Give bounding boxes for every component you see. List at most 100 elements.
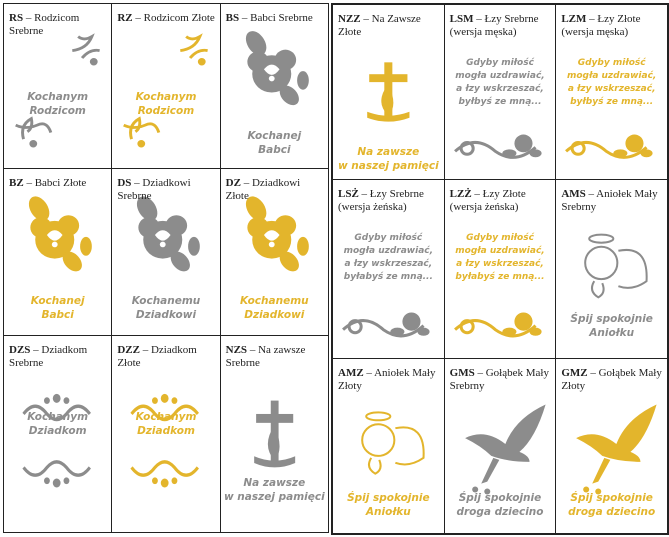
product-name: – Dziadkom Srebrne — [9, 344, 88, 369]
product-title: LSM – Łzy Srebrne (wersja męska) — [450, 13, 553, 39]
product-title: GMZ – Gołąbek Mały Złoty — [561, 367, 664, 393]
inscription-line: Rodzicom — [29, 105, 86, 117]
inscription-line: droga dziecino — [568, 506, 656, 518]
product-name: – Gołąbek Mały Srebrny — [449, 367, 549, 392]
product-code: DS — [117, 177, 132, 189]
product-name: – Aniołek Mały Złoty — [338, 367, 436, 392]
inscription-line: Kochanym — [135, 91, 197, 103]
inscription-line: Dziadkowi — [135, 309, 197, 321]
product-code: DZS — [9, 344, 31, 356]
product-card: DS – Dziadkowi Srebrne Kochanemu Dziadkowi — [112, 169, 220, 335]
inscription-line: a łzy wskrzeszać, — [344, 259, 433, 269]
product-title: BS – Babci Srebrne — [226, 12, 325, 25]
product-code: AMS — [561, 188, 586, 200]
product-code: NZS — [225, 344, 248, 356]
inscription: Kochanym Dziadkom — [112, 410, 219, 438]
ornament — [253, 400, 295, 468]
product-card: LZŻ – Łzy Złote (wersja żeńska) Gdyby mił… — [444, 180, 556, 358]
product-title: AMZ – Aniołek Mały Złoty — [338, 367, 441, 393]
inscription-line: mogła uzdrawiać, — [566, 71, 657, 81]
product-title: DS – Dziadkowi Srebrne — [117, 177, 216, 203]
product-card: BS – Babci Srebrne Kochanej Babci — [220, 4, 328, 168]
product-title: GMS – Gołąbek Mały Srebrny — [450, 367, 553, 393]
product-code: AMZ — [338, 367, 364, 379]
inscription-line: Na zawsze — [357, 146, 420, 158]
inscription-line: Dziadkom — [28, 425, 87, 437]
inscription-line: Kochanym — [27, 91, 89, 103]
product-code: LZM — [561, 13, 587, 25]
inscription: Kochanym Rodzicom — [4, 90, 111, 118]
ornament — [130, 393, 200, 488]
inscription-line: Rodzicom — [137, 105, 195, 117]
product-card: LSŻ – Łzy Srebrne (wersja żeńska) Gdyby m… — [333, 180, 444, 358]
inscription-line: Śpij spokojnie — [458, 492, 542, 504]
product-code: GMS — [449, 367, 475, 379]
inscription: Gdyby miłość mogła uzdrawiać, a łzy wskrze… — [445, 57, 556, 109]
product-name: – Rodzicom Srebrne — [9, 12, 80, 37]
product-name: – Na Zawsze Złote — [338, 13, 421, 38]
product-code: LSM — [449, 13, 474, 25]
ornament — [123, 33, 209, 148]
inscription-line: Babci — [258, 144, 291, 156]
inscription: Kochanemu Dziadkowi — [221, 294, 328, 322]
product-code: LSŻ — [338, 188, 359, 200]
product-title: RS – Rodzicom Srebrne — [9, 12, 108, 38]
product-title: DZZ – Dziadkom Złote — [117, 344, 216, 370]
inscription-line: Gdyby miłość — [466, 233, 534, 243]
inscription-line: byłabyś ze mną... — [343, 272, 433, 282]
ornament — [137, 196, 201, 272]
product-code: BZ — [9, 177, 24, 189]
inscription-line: Kochanym — [27, 411, 89, 423]
product-card: RS – Rodzicom Srebrne Kochanym Rodzicom — [4, 4, 112, 168]
inscription-line: w naszej pamięci — [337, 160, 439, 172]
inscription-line: a łzy wskrzeszać, — [456, 84, 544, 94]
product-name: – Dziadkowi Złote — [225, 177, 301, 202]
product-name: – Babci Złote — [26, 177, 87, 189]
product-name: – Dziadkom Złote — [117, 344, 197, 369]
product-name: – Łzy Złote (wersja męska) — [561, 13, 641, 38]
product-title: AMS – Aniołek Mały Srebrny — [561, 188, 664, 214]
inscription-line: w naszej pamięci — [223, 491, 325, 503]
inscription-line: a łzy wskrzeszać, — [456, 259, 544, 269]
product-name: – Rodzicom Złote — [135, 12, 215, 24]
inscription-line: droga dziecino — [456, 506, 544, 518]
inscription-line: Gdyby miłość — [577, 58, 646, 68]
product-title: LZM – Łzy Złote (wersja męska) — [561, 13, 664, 39]
inscription: Gdyby miłość mogła uzdrawiać, a łzy wskrze… — [445, 232, 556, 284]
inscription: Na zawsze w naszej pamięci — [221, 476, 328, 504]
product-card: DZS – Dziadkom Srebrne Kochanym Dziadkom — [4, 336, 112, 532]
product-name: – Gołąbek Mały Złoty — [561, 367, 662, 392]
inscription-line: a łzy wskrzeszać, — [567, 84, 656, 94]
product-title: LZŻ – Łzy Złote (wersja żeńska) — [450, 188, 553, 214]
ornament — [464, 404, 546, 495]
product-code: GMZ — [561, 367, 588, 379]
ornament — [576, 404, 657, 495]
ornament — [342, 312, 430, 338]
inscription: Śpij spokojnie droga dziecino — [556, 491, 667, 519]
inscription-line: byłbyś ze mną... — [570, 97, 654, 107]
ornament — [565, 134, 653, 159]
ornament — [361, 411, 425, 475]
inscription: Śpij spokojnie Aniołku — [333, 491, 444, 519]
inscription-line: Śpij spokojnie — [570, 492, 653, 504]
ornament — [367, 62, 410, 122]
product-card: LSM – Łzy Srebrne (wersja męska) Gdyby mi… — [444, 5, 556, 179]
inscription-line: mogła uzdrawiać, — [455, 71, 545, 81]
inscription: Gdyby miłość mogła uzdrawiać, a łzy wskrze… — [556, 57, 667, 109]
product-title: NZZ – Na Zawsze Złote — [338, 13, 441, 39]
inscription: Śpij spokojnie Aniołku — [556, 312, 667, 340]
ornament — [15, 33, 100, 148]
ornament — [453, 312, 542, 338]
inscription-line: Kochanemu — [131, 295, 201, 307]
product-card: BZ – Babci Złote Kochanej Babci — [4, 169, 112, 335]
inscription: Śpij spokojnie droga dziecino — [445, 491, 556, 519]
product-code: LZŻ — [449, 188, 472, 200]
inscription: Gdyby miłość mogła uzdrawiać, a łzy wskrze… — [333, 232, 444, 284]
inscription-line: Kochanej — [30, 295, 85, 307]
product-card: RZ – Rodzicom Złote Kochanym Rodzicom — [112, 4, 220, 168]
product-title: DZS – Dziadkom Srebrne — [9, 344, 108, 370]
product-title: LSŻ – Łzy Srebrne (wersja żeńska) — [338, 188, 441, 214]
inscription: Kochanym Rodzicom — [112, 90, 219, 118]
inscription-line: byłabyś ze mną... — [455, 272, 545, 282]
